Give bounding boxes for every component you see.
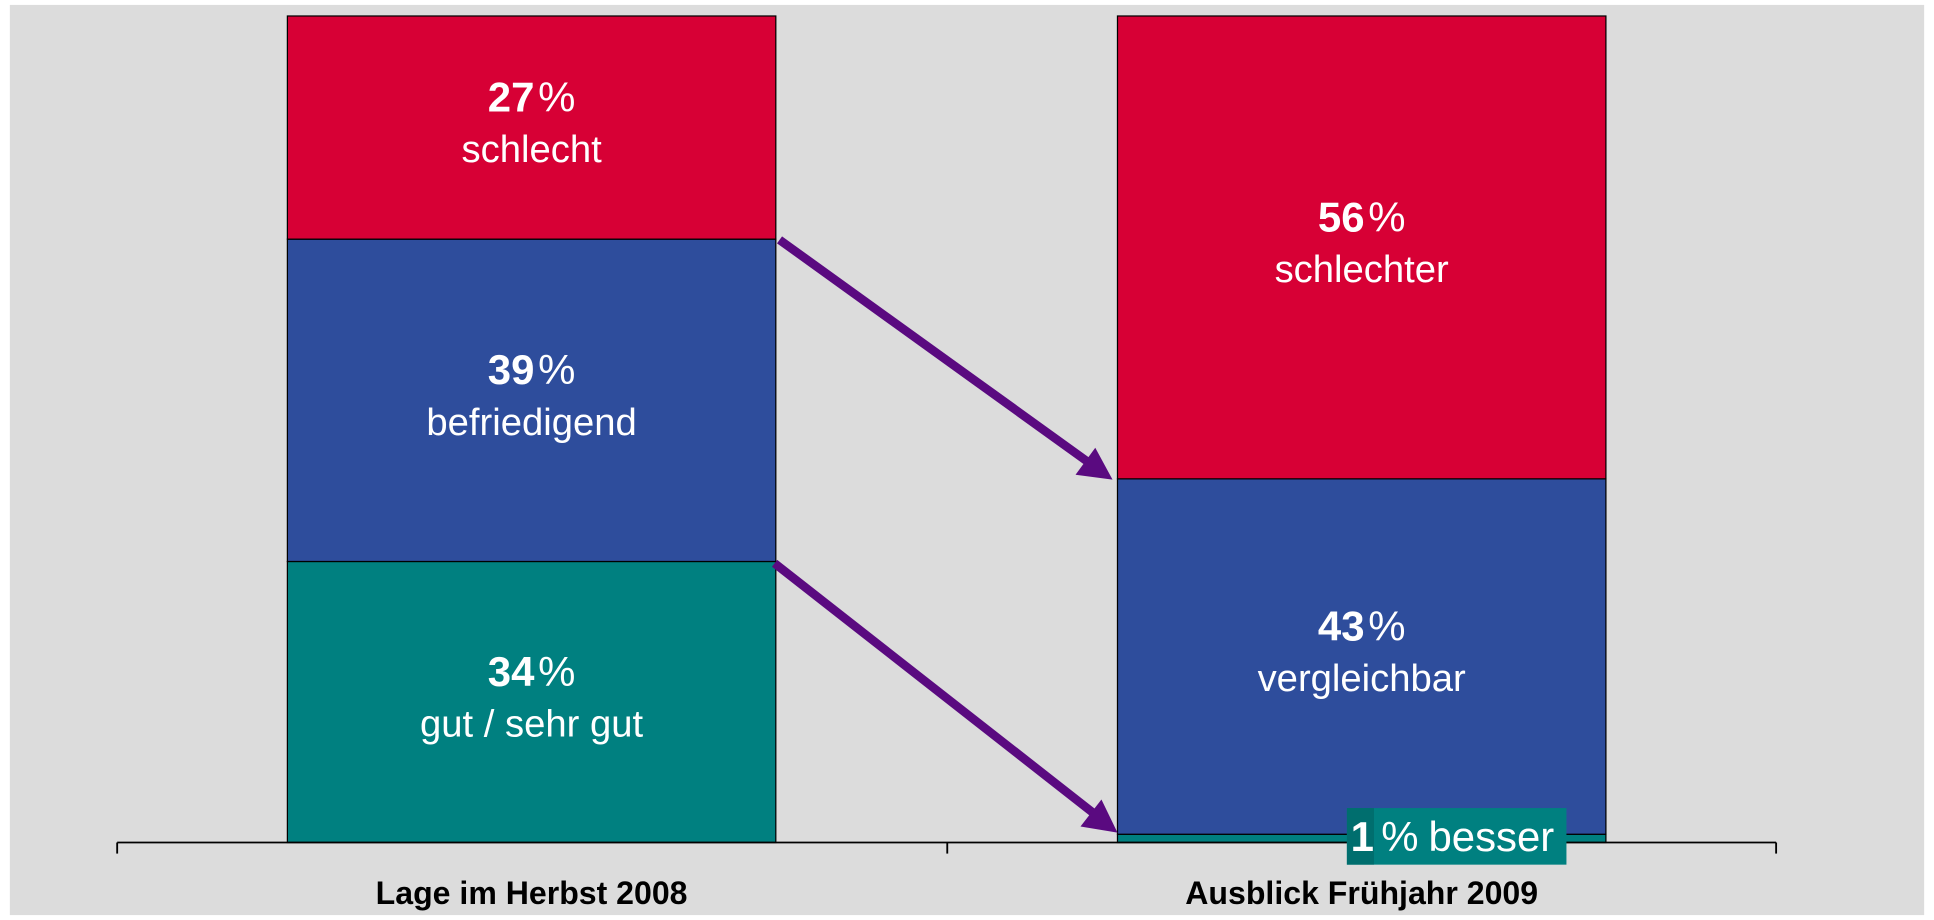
- bar-segment: [1116, 478, 1607, 835]
- arrows: [771, 236, 1118, 833]
- segment-label: vergleichbar: [1258, 657, 1467, 700]
- value-label: 1: [1351, 813, 1374, 860]
- segment-label: befriedigend: [426, 401, 636, 444]
- value-text: 27%: [488, 74, 576, 121]
- value-label: 27: [488, 74, 535, 121]
- label-box: [1346, 808, 1567, 865]
- arrow: [771, 559, 1100, 819]
- value-label: 34: [488, 648, 535, 695]
- arrow-head: [1075, 447, 1113, 480]
- unit: %: [1368, 193, 1405, 240]
- value-text: 43%: [1318, 603, 1406, 650]
- unit: %: [1381, 813, 1418, 860]
- unit: %: [538, 648, 575, 695]
- unit: %: [538, 346, 575, 393]
- value-label: 56: [1318, 193, 1365, 240]
- segment-label: gut / sehr gut: [420, 703, 644, 746]
- bar-segment: [286, 560, 777, 844]
- unit: %: [538, 74, 575, 121]
- category-label: besser: [1428, 813, 1554, 860]
- value-text: 56%: [1318, 193, 1406, 240]
- segment-label: 1% besser: [1346, 808, 1567, 865]
- arrow: [776, 236, 1093, 468]
- value-text: 39%: [488, 346, 576, 393]
- segment-label: schlechter: [1275, 248, 1450, 291]
- bar-segment: [286, 238, 777, 563]
- segment-label-text: 1% besser: [1351, 813, 1555, 860]
- arrow-head: [1080, 799, 1118, 833]
- label-box-number: [1346, 808, 1375, 865]
- value-text: 34%: [488, 648, 576, 695]
- value-label: 39: [488, 346, 535, 393]
- bars: 34 % gut / sehr gut 39 % befriedigend 27 % schle…: [286, 15, 1607, 844]
- value-label: 43: [1318, 603, 1365, 650]
- x-tick-label: Ausblick Frühjahr 2009: [1185, 875, 1538, 911]
- segment-label: schlecht: [461, 128, 602, 171]
- x-tick-label: Lage im Herbst 2008: [376, 875, 688, 911]
- bar-segment: [286, 15, 777, 240]
- bar-segment: [1116, 15, 1607, 480]
- unit: %: [1368, 603, 1405, 650]
